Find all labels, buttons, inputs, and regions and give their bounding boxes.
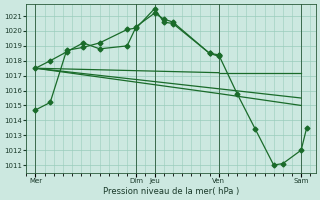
X-axis label: Pression niveau de la mer( hPa ): Pression niveau de la mer( hPa ) — [103, 187, 239, 196]
